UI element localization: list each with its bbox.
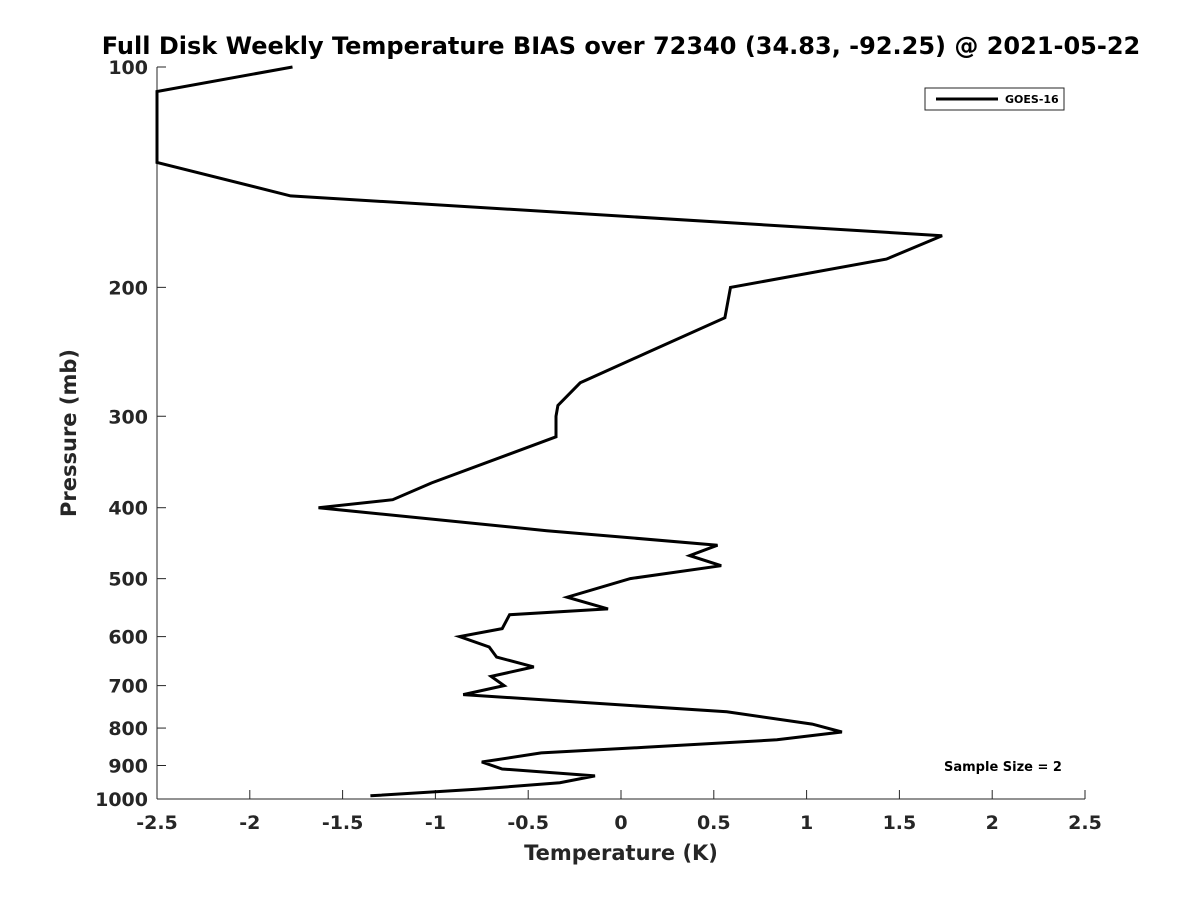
chart-title: Full Disk Weekly Temperature BIAS over 7… <box>102 32 1141 60</box>
x-tick-label: 1.5 <box>883 812 917 834</box>
x-tick-label: 1 <box>800 812 813 834</box>
series-line-goes-16 <box>155 65 943 798</box>
legend: GOES-16 <box>924 87 1065 111</box>
y-axis-label: Pressure (mb) <box>57 349 81 517</box>
y-tick-label: 200 <box>108 277 148 299</box>
y-tick-label: 400 <box>108 498 148 520</box>
y-tick-label: 800 <box>108 718 148 740</box>
y-tick-label: 700 <box>108 676 148 698</box>
legend-label-goes-16: GOES-16 <box>1005 93 1059 106</box>
y-ticks: 100 200 300 400 500 600 700 800 900 1000 <box>95 57 166 811</box>
x-tick-label: 2 <box>986 812 999 834</box>
x-ticks: -2.5 -2 -1.5 -1 -0.5 0 0.5 1 1.5 2 2.5 <box>136 790 1102 834</box>
y-tick-label: 900 <box>108 756 148 778</box>
x-tick-label: 2.5 <box>1068 812 1102 834</box>
x-tick-label: -0.5 <box>507 812 549 834</box>
y-tick-label: 100 <box>108 57 148 79</box>
x-tick-label: 0.5 <box>697 812 731 834</box>
y-tick-label: 300 <box>108 406 148 428</box>
y-tick-label: 600 <box>108 627 148 649</box>
x-tick-label: -2.5 <box>136 812 178 834</box>
y-tick-label: 1000 <box>95 789 148 811</box>
x-tick-label: -1 <box>425 812 446 834</box>
x-tick-label: -2 <box>239 812 260 834</box>
sample-size-annotation: Sample Size = 2 <box>944 760 1062 775</box>
x-tick-label: 0 <box>614 812 627 834</box>
x-tick-label: -1.5 <box>322 812 364 834</box>
x-axis-label: Temperature (K) <box>524 841 718 865</box>
y-tick-label: 500 <box>108 569 148 591</box>
